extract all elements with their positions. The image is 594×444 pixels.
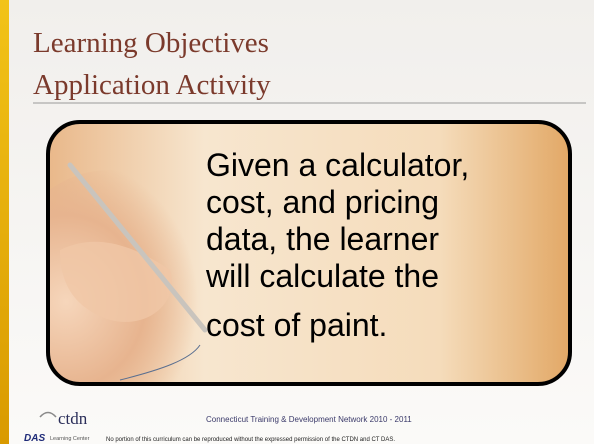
body-line: cost, and pricing — [206, 184, 439, 220]
body-line: will calculate the — [205, 258, 439, 294]
body-line: Given a calculator, — [206, 147, 469, 183]
footer-network: Connecticut Training & Development Netwo… — [206, 415, 412, 424]
footer-disclaimer: No portion of this curriculum can be rep… — [106, 437, 395, 443]
logo-das: DAS — [24, 433, 45, 444]
logo-das-sub: Learning Center — [50, 436, 90, 442]
side-stripe — [0, 0, 9, 444]
content-box: Given a calculator, cost, and pricing da… — [0, 122, 570, 410]
body-line: cost of paint. — [206, 307, 387, 343]
body-line: data, the learner — [206, 221, 439, 257]
slide: Learning Objectives Application Activity… — [0, 0, 594, 444]
title-line: Application Activity — [33, 69, 271, 101]
logo-ctdn: ctdn — [58, 409, 88, 428]
page: Learning Objectives Application Activity… — [0, 0, 594, 444]
title-line: Learning Objectives — [33, 27, 269, 59]
